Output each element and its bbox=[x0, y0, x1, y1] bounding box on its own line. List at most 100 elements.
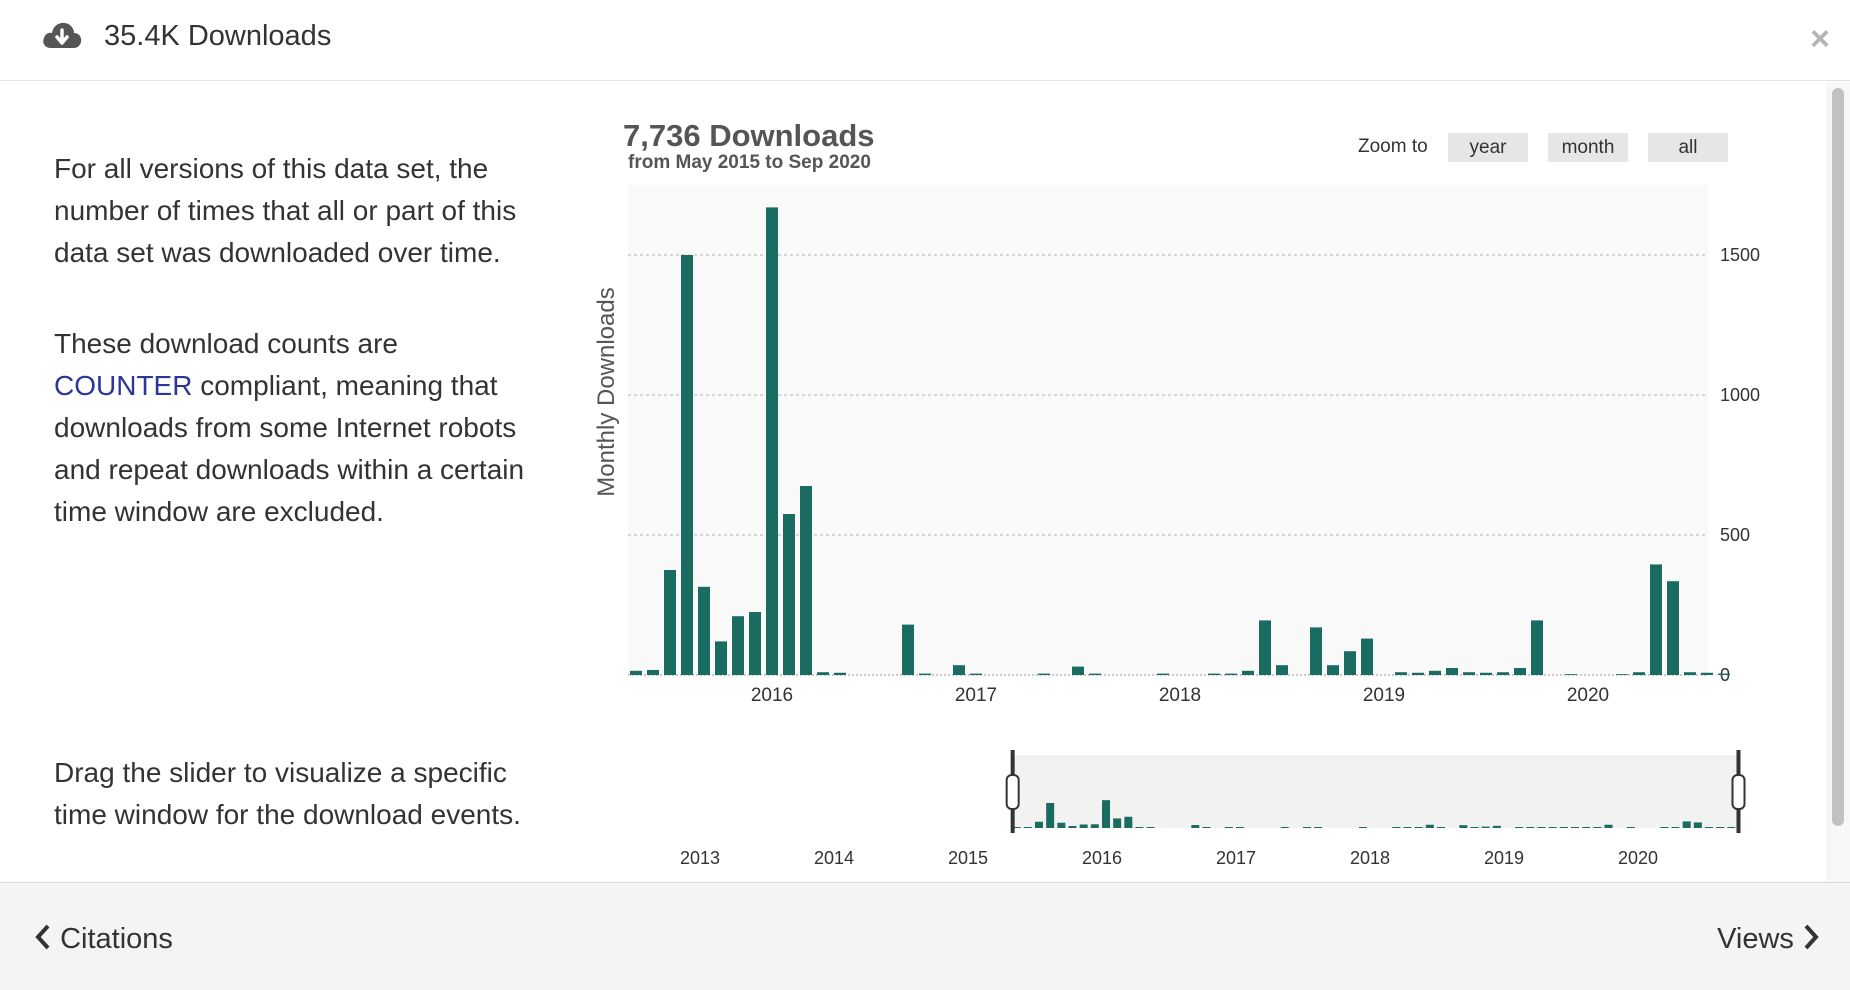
next-views-link[interactable]: Views bbox=[1717, 923, 1820, 956]
bar bbox=[715, 641, 727, 675]
scrollbar-thumb[interactable] bbox=[1832, 88, 1844, 826]
dialog-footer: Citations Views bbox=[0, 882, 1850, 990]
navigator-bar bbox=[1559, 827, 1568, 828]
navigator-tick-label: 2020 bbox=[1618, 848, 1658, 868]
navigator-bar bbox=[1582, 827, 1591, 828]
navigator-tick-label: 2018 bbox=[1350, 848, 1390, 868]
y-tick-label: 1500 bbox=[1720, 245, 1760, 265]
navigator-bar bbox=[1526, 827, 1535, 828]
bar bbox=[902, 624, 914, 675]
bar bbox=[1463, 672, 1475, 675]
bar bbox=[1718, 673, 1730, 675]
bar bbox=[1395, 672, 1407, 675]
bar bbox=[1072, 666, 1084, 675]
dialog-header: 35.4K Downloads × bbox=[0, 0, 1850, 81]
navigator-bar bbox=[1146, 827, 1155, 828]
navigator-bar bbox=[1571, 827, 1579, 828]
bar bbox=[1480, 672, 1492, 675]
counter-explanation: compliant, meaning that downloads from s… bbox=[54, 370, 525, 527]
chart-subtitle: from May 2015 to Sep 2020 bbox=[628, 152, 871, 173]
cloud-download-icon bbox=[43, 22, 82, 48]
time-range-navigator[interactable]: 2013 2014 2015 2016 2017 2018 2019 2020 bbox=[620, 740, 1760, 880]
navigator-bar bbox=[1023, 827, 1032, 828]
navigator-bar bbox=[1191, 825, 1200, 828]
navigator-bar bbox=[1035, 821, 1043, 828]
bar bbox=[749, 612, 761, 675]
bar bbox=[1310, 627, 1322, 675]
navigator-bar bbox=[1090, 824, 1099, 828]
navigator-bar bbox=[1057, 822, 1066, 828]
range-end-handle bbox=[1731, 774, 1746, 810]
bar bbox=[1089, 673, 1101, 675]
navigator-bar bbox=[1046, 803, 1055, 828]
navigator-bar bbox=[1537, 827, 1546, 828]
navigator-tick-label: 2015 bbox=[948, 848, 988, 868]
navigator-bar bbox=[1202, 827, 1211, 828]
navigator-bar bbox=[1068, 826, 1077, 828]
bar bbox=[1038, 673, 1050, 675]
bar bbox=[834, 672, 846, 675]
prev-citations-link[interactable]: Citations bbox=[34, 923, 173, 956]
bar bbox=[800, 486, 812, 675]
navigator-bar bbox=[1693, 822, 1702, 828]
bar bbox=[664, 570, 676, 675]
next-label: Views bbox=[1717, 923, 1794, 955]
zoom-label: Zoom to bbox=[1358, 136, 1428, 157]
navigator-bar bbox=[1515, 827, 1524, 828]
navigator-bar bbox=[1593, 827, 1602, 828]
zoom-all-button[interactable]: all bbox=[1648, 133, 1728, 162]
zoom-month-button[interactable]: month bbox=[1548, 133, 1628, 162]
navigator-bar bbox=[1626, 827, 1635, 828]
bar bbox=[1701, 672, 1713, 675]
counter-paragraph: These download counts are COUNTER compli… bbox=[54, 323, 544, 533]
navigator-tick-label: 2016 bbox=[1082, 848, 1122, 868]
navigator-bar bbox=[1079, 824, 1088, 828]
bar bbox=[970, 673, 982, 675]
zoom-year-button[interactable]: year bbox=[1448, 133, 1528, 162]
navigator-bar bbox=[1012, 827, 1021, 828]
navigator-bar bbox=[1224, 827, 1233, 828]
description-paragraph: For all versions of this data set, the n… bbox=[54, 153, 517, 268]
navigator-bar bbox=[1671, 827, 1680, 828]
navigator-bar bbox=[1437, 827, 1445, 828]
navigator-tick-label: 2014 bbox=[814, 848, 854, 868]
navigator-bar bbox=[1314, 827, 1323, 828]
navigator-bar bbox=[1425, 824, 1434, 828]
chevron-right-icon bbox=[1804, 924, 1819, 950]
navigator-selection bbox=[1012, 755, 1739, 828]
navigator-bar bbox=[1492, 825, 1501, 828]
counter-link[interactable]: COUNTER bbox=[54, 370, 193, 401]
slider-hint: Drag the slider to visualize a specific … bbox=[54, 757, 521, 830]
counter-intro: These download counts are bbox=[54, 328, 398, 359]
close-button[interactable]: × bbox=[1810, 20, 1830, 58]
bar bbox=[919, 673, 931, 675]
bar bbox=[1497, 672, 1509, 675]
prev-label: Citations bbox=[60, 923, 173, 955]
x-tick-label: 2020 bbox=[1567, 685, 1609, 706]
navigator-bar bbox=[1470, 827, 1479, 828]
bar bbox=[1344, 651, 1356, 675]
navigator-bar bbox=[1102, 800, 1110, 828]
navigator-bar bbox=[1124, 816, 1133, 828]
range-start-handle bbox=[1005, 774, 1020, 810]
navigator-bar bbox=[1660, 827, 1669, 828]
chevron-left-icon bbox=[35, 924, 50, 950]
navigator-bar bbox=[1414, 827, 1423, 828]
bar bbox=[1684, 672, 1696, 675]
navigator-tick-label: 2017 bbox=[1216, 848, 1256, 868]
bar bbox=[1446, 668, 1458, 675]
bar bbox=[630, 670, 642, 675]
navigator-bar bbox=[1682, 821, 1691, 828]
navigator-bar bbox=[1727, 827, 1736, 828]
bar bbox=[1616, 674, 1628, 675]
x-tick-label: 2017 bbox=[955, 685, 997, 706]
bar bbox=[1225, 673, 1237, 675]
navigator-bar bbox=[1280, 827, 1289, 828]
bar bbox=[953, 665, 965, 675]
bar bbox=[1412, 672, 1424, 675]
bar bbox=[1208, 673, 1220, 675]
bar bbox=[1667, 581, 1679, 675]
navigator-tick-label: 2019 bbox=[1484, 848, 1524, 868]
navigator-tick-label: 2013 bbox=[680, 848, 720, 868]
bar bbox=[1259, 620, 1271, 675]
